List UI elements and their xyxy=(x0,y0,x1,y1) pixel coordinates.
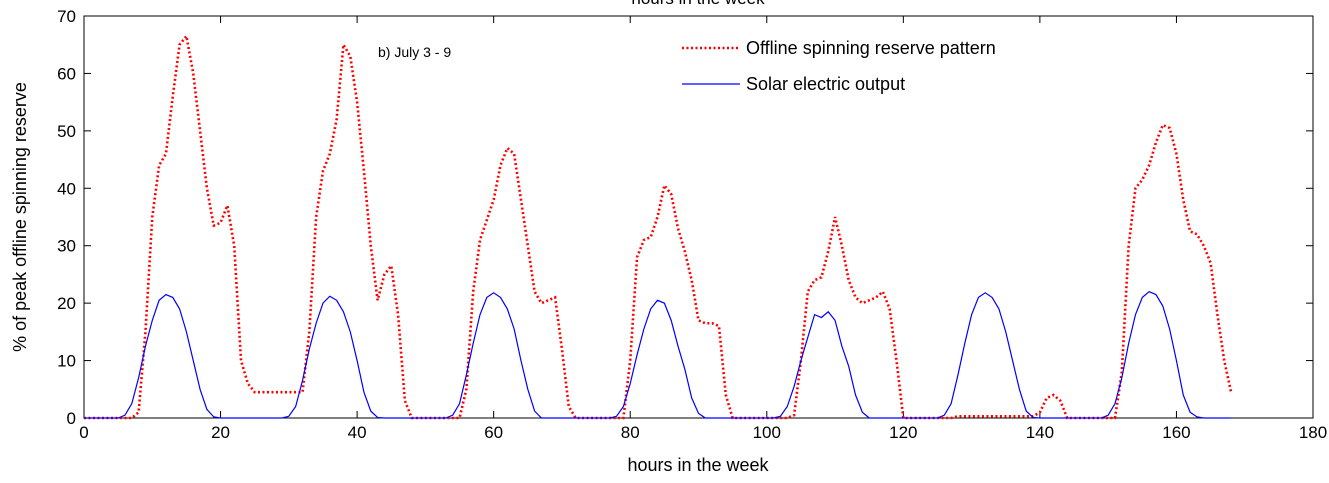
y-tick-label: 60 xyxy=(57,64,76,83)
y-tick-label: 20 xyxy=(57,294,76,313)
y-axis-label: % of peak offline spinning reserve xyxy=(10,82,30,352)
x-tick-label: 180 xyxy=(1299,423,1327,442)
y-tick-label: 10 xyxy=(57,352,76,371)
y-tick-label: 50 xyxy=(57,122,76,141)
y-tick-label: 70 xyxy=(57,7,76,26)
x-tick-label: 160 xyxy=(1162,423,1190,442)
x-tick-label: 80 xyxy=(621,423,640,442)
x-tick-label: 40 xyxy=(348,423,367,442)
x-tick-label: 60 xyxy=(484,423,503,442)
legend-label: Solar electric output xyxy=(746,74,905,94)
x-tick-label: 20 xyxy=(211,423,230,442)
series-line xyxy=(84,33,1233,420)
series-line xyxy=(84,290,1232,419)
legend-label: Offline spinning reserve pattern xyxy=(746,38,996,58)
x-tick-label: 120 xyxy=(889,423,917,442)
x-tick-label: 100 xyxy=(753,423,781,442)
x-axis-label: hours in the week xyxy=(627,455,769,475)
y-tick-label: 0 xyxy=(67,409,76,428)
plot-frame xyxy=(83,15,1314,419)
y-tick-label: 30 xyxy=(57,237,76,256)
chart-title: hours in the week xyxy=(631,0,765,8)
x-tick-label: 140 xyxy=(1026,423,1054,442)
y-tick-label: 40 xyxy=(57,179,76,198)
x-tick-label: 0 xyxy=(79,423,88,442)
annotation: b) July 3 - 9 xyxy=(378,44,451,60)
